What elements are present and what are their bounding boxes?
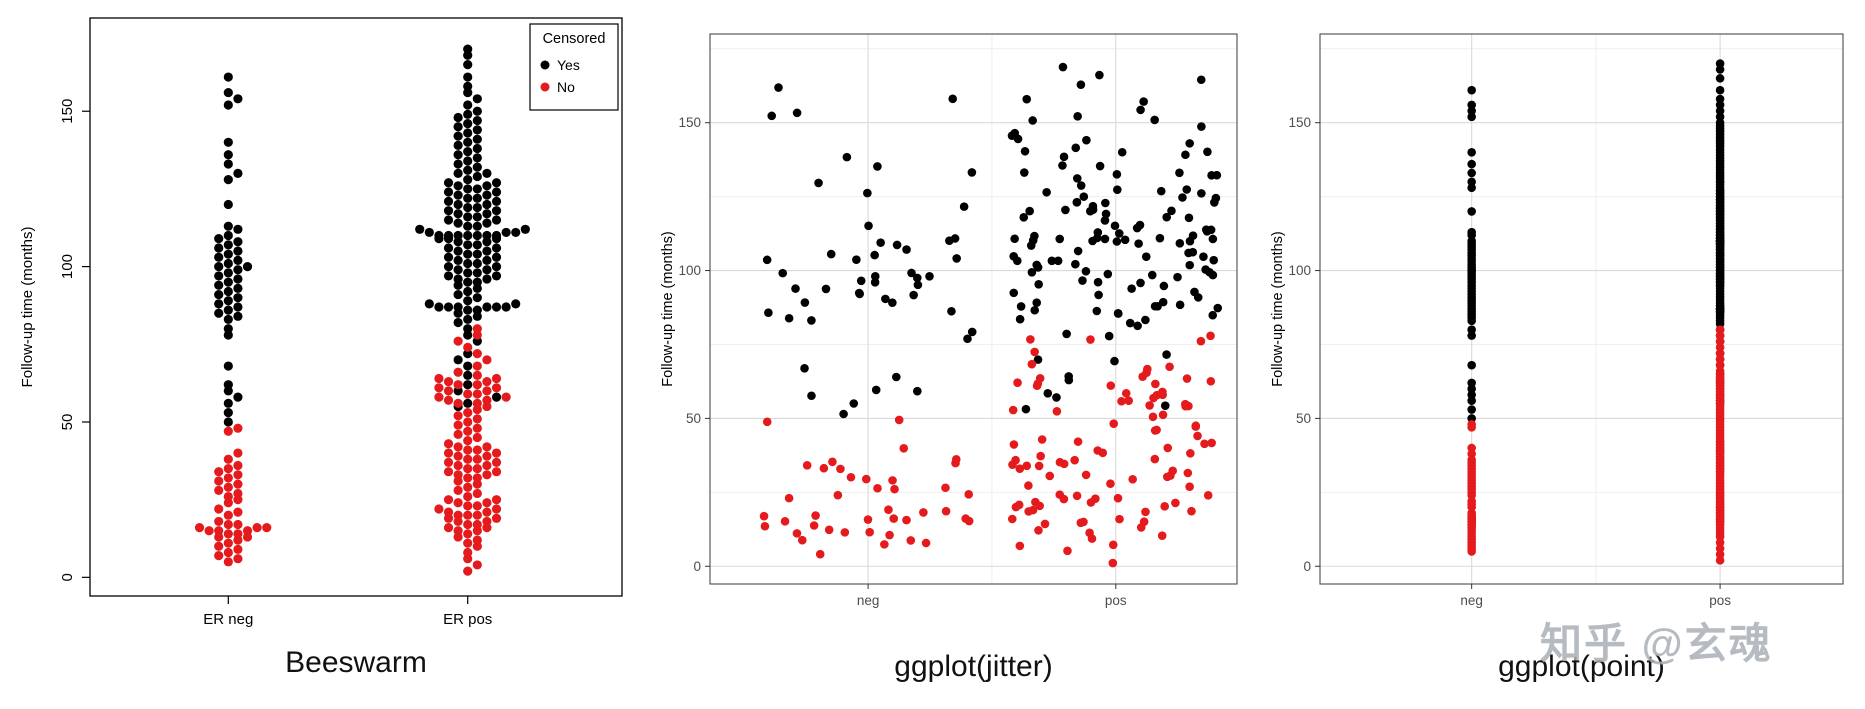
svg-text:50: 50 xyxy=(59,414,76,431)
svg-text:Censored: Censored xyxy=(543,31,606,47)
svg-text:neg: neg xyxy=(1460,593,1483,608)
svg-text:Yes: Yes xyxy=(557,57,580,73)
svg-text:Follow-up time (months): Follow-up time (months) xyxy=(1270,231,1286,387)
svg-text:100: 100 xyxy=(678,263,701,278)
panel-title-beeswarm: Beeswarm xyxy=(285,646,427,679)
svg-text:ER neg: ER neg xyxy=(203,611,253,628)
ggplot-jitter-chart: 0 50 100 150 neg pos Follow-up time (months) xyxy=(660,33,1238,608)
beeswarm-chart: 0 50 100 150 ER neg ER pos Follow-up time (mon… xyxy=(19,17,623,628)
svg-text:Follow-up time (months): Follow-up time (months) xyxy=(19,227,36,388)
svg-text:No: No xyxy=(557,79,575,95)
svg-text:100: 100 xyxy=(1288,263,1311,278)
svg-text:ER pos: ER pos xyxy=(443,611,492,628)
svg-text:50: 50 xyxy=(686,411,701,426)
svg-text:0: 0 xyxy=(1303,559,1311,574)
svg-text:0: 0 xyxy=(693,559,701,574)
svg-text:150: 150 xyxy=(678,115,701,130)
svg-text:pos: pos xyxy=(1105,593,1127,608)
svg-text:0: 0 xyxy=(59,573,76,581)
panel-title-ggplot-jitter: ggplot(jitter) xyxy=(894,650,1053,683)
svg-text:50: 50 xyxy=(1296,411,1311,426)
zhihu-watermark: 知乎 @玄魂 xyxy=(1540,620,1773,667)
svg-text:150: 150 xyxy=(1288,115,1311,130)
svg-text:150: 150 xyxy=(59,99,76,124)
svg-text:Follow-up time (months): Follow-up time (months) xyxy=(660,231,676,387)
svg-text:100: 100 xyxy=(59,254,76,279)
ggplot-point-chart: 0 50 100 150 neg pos Follow-up time (months) xyxy=(1270,33,1844,608)
svg-text:pos: pos xyxy=(1709,593,1731,608)
svg-text:neg: neg xyxy=(857,593,880,608)
panel-title-ggplot-point: ggplot(point) xyxy=(1498,650,1665,683)
